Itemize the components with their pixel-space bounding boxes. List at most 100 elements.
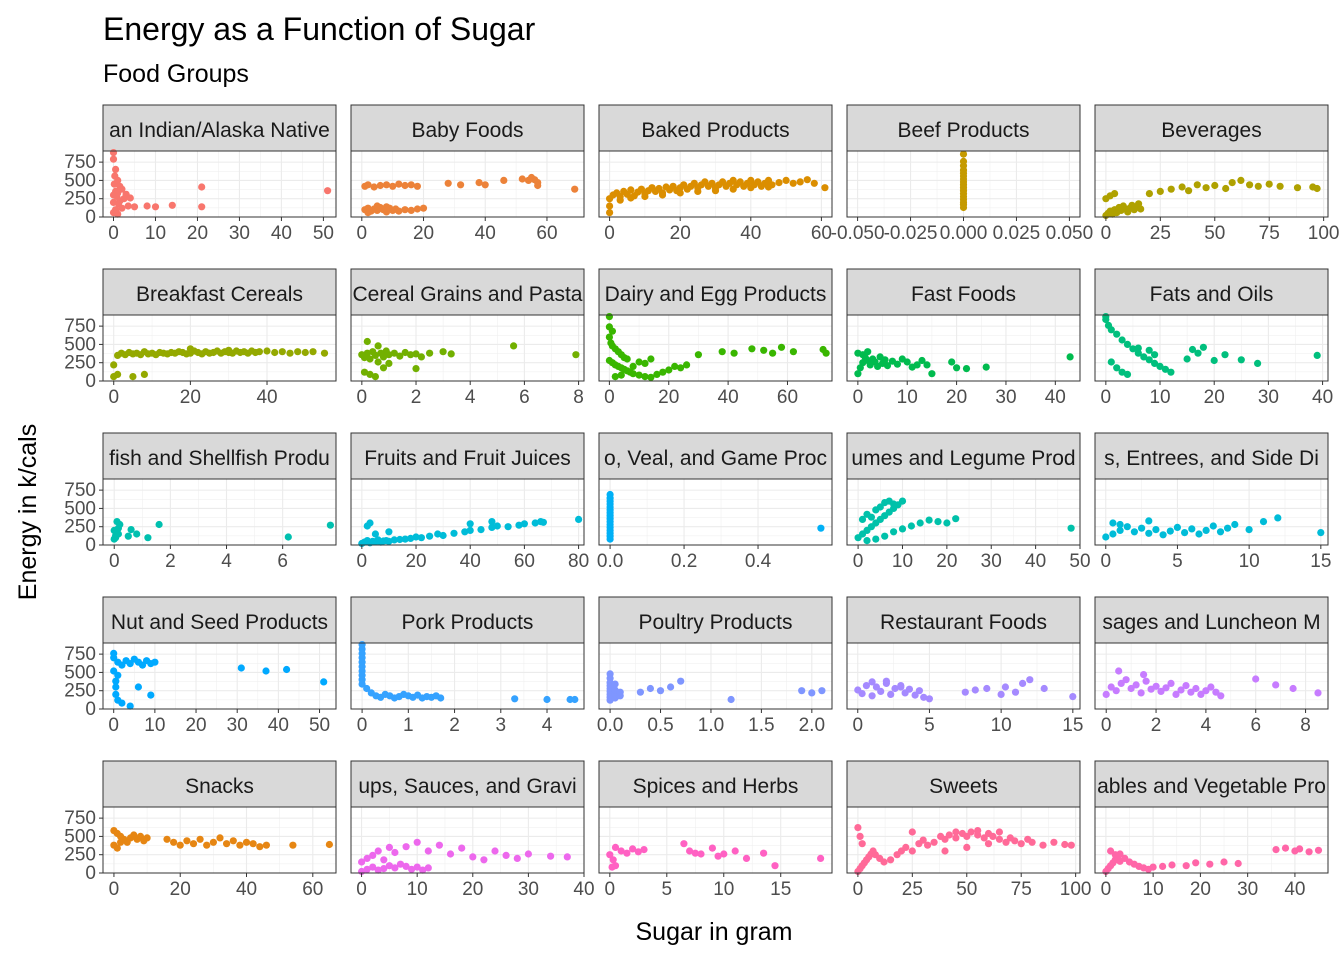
data-point [1209,522,1217,530]
x-tick-label: 5 [924,715,935,736]
x-tick-label: 2.0 [799,715,825,736]
y-tick-label: 500 [64,170,96,191]
data-point [413,838,421,846]
data-point [1123,370,1132,378]
data-point [943,519,951,527]
data-point [1199,343,1207,351]
y-tick-label: 0 [85,207,96,228]
data-point [504,523,512,531]
data-point [539,518,548,526]
data-point [714,852,722,860]
data-point [475,179,483,187]
data-point [948,358,956,366]
data-point [1159,531,1167,539]
data-point [1118,368,1126,376]
data-point [1182,862,1190,870]
data-point [502,851,510,860]
data-point [458,844,466,852]
data-point [391,848,399,857]
data-point [289,841,297,849]
data-point [413,205,421,213]
x-tick-label: 0 [853,551,864,572]
x-tick-label: 1.0 [698,715,724,736]
data-point [255,348,263,356]
panel-border [846,314,1081,382]
data-point [1195,530,1203,538]
data-point [390,536,398,544]
panel-border [350,806,585,874]
data-point [389,182,397,190]
panel-border [102,806,337,874]
facet-strip-label: ables and Vegetable Pro [1097,775,1326,798]
data-point [369,863,377,871]
data-point [358,680,366,688]
data-point [1111,851,1119,859]
data-point [742,854,751,863]
data-point [683,361,691,369]
facet-strip-label: Breakfast Cereals [136,283,303,306]
data-point [477,526,485,534]
x-tick-label: 0 [1101,223,1112,244]
y-tick-label: 500 [64,498,96,519]
data-point [534,181,542,190]
data-point [163,835,171,843]
data-point [890,528,898,536]
data-point [686,847,694,855]
facet-panel: Restaurant Foods 0 5 10 15 [846,596,1083,736]
data-point [1113,364,1121,372]
data-point [925,516,933,524]
x-tick-label: 50 [309,715,330,736]
facet-panel: o, Veal, and Game Proc 0.0 0.2 0.4 [597,432,833,572]
data-point [1172,690,1180,699]
panel-background [847,315,1080,381]
data-point [1274,514,1282,522]
facet-panel: Cereal Grains and Pasta 0 2 4 6 8 [350,268,585,408]
data-point [995,828,1004,836]
data-point [817,524,825,532]
data-point [1202,526,1210,535]
data-point [385,862,393,870]
data-point [147,691,155,699]
data-point [424,847,432,855]
data-point [407,181,415,189]
data-point [363,349,371,357]
data-point [256,843,264,851]
data-point [402,862,410,871]
data-point [897,683,905,691]
data-point [731,847,739,855]
x-tick-label: 20 [405,551,426,572]
data-point [1178,183,1186,191]
data-point [616,688,624,696]
y-tick-label: 250 [64,189,96,210]
y-tick-label: 0 [85,699,96,720]
x-tick-label: 8 [1300,715,1311,736]
data-point [114,530,122,538]
data-point [271,348,279,357]
data-point [1112,687,1120,695]
x-tick-label: 0 [1101,879,1112,900]
x-tick-label: 40 [460,551,481,572]
data-point [434,530,442,538]
data-point [366,370,374,378]
data-point [1156,362,1164,370]
data-point [905,685,914,693]
panel-border [102,642,337,710]
data-point [114,210,122,218]
data-point [924,841,932,849]
facet-strip-label: Pork Products [402,611,534,634]
y-tick-label: 500 [64,826,96,847]
data-point [1202,687,1210,695]
data-point [858,690,866,698]
data-point [412,365,420,373]
panel-border [350,478,585,546]
data-point [963,832,971,841]
data-point [140,370,148,378]
panel-border [1094,150,1329,218]
data-point [118,204,126,212]
data-point [718,348,726,356]
data-point [364,209,372,217]
data-point [424,864,432,872]
data-point [907,522,916,530]
facet-strip [350,596,585,644]
data-point [450,529,458,537]
